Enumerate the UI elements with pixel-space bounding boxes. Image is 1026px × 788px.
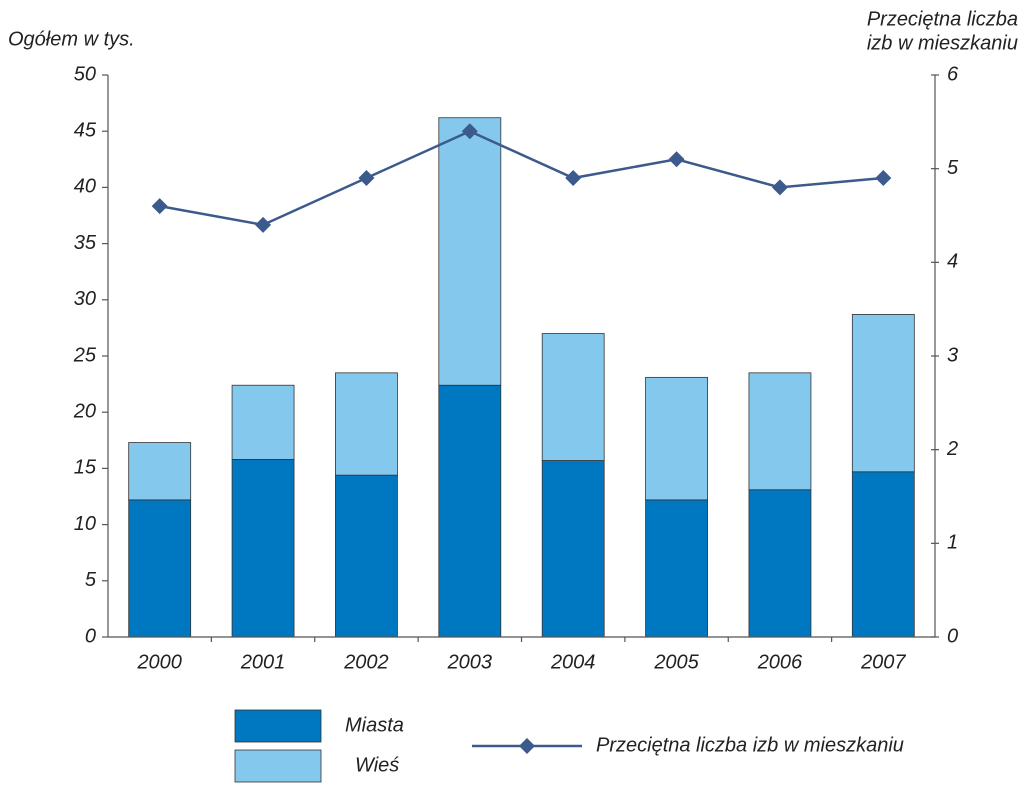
bar <box>541 333 605 461</box>
y-tick-label: 45 <box>74 119 97 141</box>
bar <box>645 499 708 638</box>
y-tick-label: 30 <box>74 288 96 310</box>
y2-tick-label: 0 <box>947 625 958 647</box>
x-tick-label: 2003 <box>447 651 493 673</box>
y2-tick-label: 6 <box>947 63 959 85</box>
marker <box>565 170 582 187</box>
y2-axis-label: izb w mieszkaniu <box>867 32 1018 54</box>
y-tick-label: 40 <box>74 176 96 198</box>
y-tick-label: 10 <box>74 513 96 535</box>
bar <box>438 117 502 386</box>
marker <box>151 198 168 215</box>
legend-swatch <box>234 749 322 783</box>
bar <box>748 372 812 491</box>
x-tick-label: 2001 <box>240 651 286 673</box>
bar <box>851 471 915 638</box>
line <box>159 129 884 227</box>
marker <box>771 179 788 196</box>
marker <box>255 216 272 233</box>
marker <box>875 170 892 187</box>
y-tick-label: 0 <box>85 625 96 647</box>
y-tick-label: 5 <box>85 569 97 591</box>
marker <box>668 151 685 168</box>
x-tick-label: 2007 <box>860 651 906 673</box>
y-tick-label: 25 <box>73 344 97 366</box>
y2-tick-label: 2 <box>946 438 958 460</box>
bar <box>128 499 192 638</box>
legend-label: Wieś <box>355 754 399 776</box>
legend-label: Miasta <box>345 714 404 736</box>
bar <box>231 384 295 460</box>
y2-tick-label: 1 <box>947 532 958 554</box>
x-tick-label: 2005 <box>653 651 699 673</box>
bar <box>335 372 398 476</box>
bar <box>231 459 295 638</box>
x-tick-label: 2006 <box>757 651 803 673</box>
bar <box>335 474 398 638</box>
y-tick-label: 20 <box>73 400 96 422</box>
bar <box>748 489 812 638</box>
legend-swatch <box>234 709 322 743</box>
y2-axis-label: Przeciętna liczba <box>867 8 1018 30</box>
y-axis-label: Ogółem w tys. <box>8 28 135 50</box>
x-tick-label: 2002 <box>343 651 389 673</box>
marker <box>358 170 375 187</box>
bar <box>645 376 708 501</box>
bar <box>851 314 915 473</box>
y2-tick-label: 5 <box>947 157 959 179</box>
x-tick-label: 2000 <box>136 651 182 673</box>
legend-marker <box>519 738 535 754</box>
x-tick-label: 2004 <box>550 651 596 673</box>
bar <box>541 460 605 638</box>
y2-tick-label: 4 <box>947 251 958 273</box>
y-tick-label: 15 <box>74 457 97 479</box>
bar <box>438 384 502 638</box>
y2-tick-label: 3 <box>947 344 958 366</box>
legend-label: Przeciętna liczba izb w mieszkaniu <box>596 734 904 756</box>
y-tick-label: 35 <box>74 232 97 254</box>
marker <box>461 123 478 140</box>
bar <box>128 442 192 501</box>
y-tick-label: 50 <box>74 63 96 85</box>
